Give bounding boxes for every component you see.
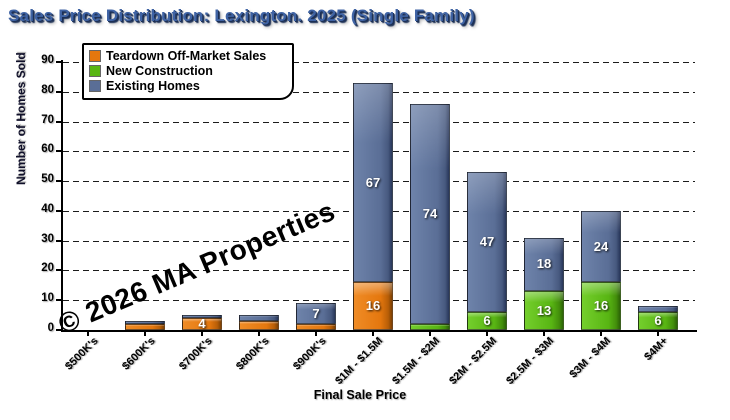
x-tick-label: $800K's: [233, 335, 272, 373]
x-tick: [486, 332, 488, 336]
legend-item-new: New Construction: [89, 64, 286, 78]
y-tick-90: [56, 61, 62, 63]
x-tick: [201, 332, 203, 336]
y-tick-label: 80: [41, 84, 54, 96]
x-tick: [258, 332, 260, 336]
x-tick-label: $2.5M - $3M: [504, 335, 557, 388]
x-tick-label: $500K's: [62, 335, 101, 373]
chart-title: Sales Price Distribution: Lexington. 202…: [8, 6, 475, 25]
y-tick-label: 10: [41, 292, 54, 304]
legend-item-existing: Existing Homes: [89, 79, 286, 93]
y-tick-label: 40: [41, 203, 54, 215]
x-tick-label: $3M - $4M: [567, 335, 614, 381]
bar-value-label: 67: [365, 174, 381, 190]
legend-swatch-existing: [89, 80, 101, 92]
x-tick: [315, 332, 317, 336]
x-tick: [600, 332, 602, 336]
x-tick: [657, 332, 659, 336]
y-tick-60: [56, 150, 62, 152]
bar-value-label: 16: [593, 298, 609, 314]
bar-segment-existing: [296, 303, 336, 325]
bar-segment-existing: [467, 172, 507, 313]
bar-segment-new: [581, 282, 621, 330]
x-tick: [372, 332, 374, 336]
bar-segment-existing: [581, 210, 621, 283]
bar-segment-teardown: [182, 318, 222, 330]
bar-segment-new: [467, 312, 507, 330]
bar-segment-new: [410, 324, 450, 330]
y-tick-70: [56, 121, 62, 123]
y-tick-10: [56, 299, 62, 301]
bar-segment-existing: [182, 315, 222, 319]
bar-segment-new: [524, 291, 564, 330]
bar-value-label: 16: [365, 298, 381, 314]
x-tick: [543, 332, 545, 336]
y-tick-label: 50: [41, 173, 54, 185]
y-tick-50: [56, 180, 62, 182]
bar-segment-teardown: [239, 321, 279, 330]
legend-swatch-new: [89, 65, 101, 77]
y-tick-label: 60: [41, 143, 54, 155]
y-tick-40: [56, 210, 62, 212]
y-tick-label: 20: [41, 262, 54, 274]
bar-value-label: 6: [483, 313, 491, 329]
bar-segment-existing: [125, 321, 165, 325]
legend-swatch-teardown: [89, 50, 101, 62]
bar-value-label: 6: [654, 313, 662, 329]
y-tick-80: [56, 91, 62, 93]
x-tick-label: $4M+: [642, 335, 671, 364]
x-tick-label: $1.5M - $2M: [390, 335, 443, 388]
legend-label: New Construction: [106, 64, 213, 78]
y-tick-label: 70: [41, 114, 54, 126]
bar-segment-teardown: [125, 324, 165, 330]
legend-label: Teardown Off-Market Sales: [106, 49, 267, 63]
x-tick: [87, 332, 89, 336]
bar-value-label: 7: [312, 305, 320, 321]
legend-item-teardown: Teardown Off-Market Sales: [89, 49, 286, 63]
bar-value-label: 74: [422, 205, 438, 221]
bar-segment-existing: [239, 315, 279, 322]
y-tick-20: [56, 269, 62, 271]
bar-value-label: 47: [479, 234, 495, 250]
x-tick-label: $1M - $1.5M: [333, 335, 386, 388]
bar-segment-existing: [524, 237, 564, 292]
bar-value-label: 18: [536, 256, 552, 272]
legend-label: Existing Homes: [106, 79, 200, 93]
bar-segment-existing: [353, 82, 393, 283]
x-tick-label: $900K's: [290, 335, 329, 373]
y-tick-label: 90: [41, 54, 54, 66]
bar-value-label: 24: [593, 238, 609, 254]
bar-segment-existing: [410, 103, 450, 325]
x-tick-label: $600K's: [119, 335, 158, 373]
x-axis-title: Final Sale Price: [313, 388, 407, 402]
bar-value-label: 4: [198, 316, 206, 332]
bar-segment-teardown: [296, 324, 336, 330]
y-tick-label: 30: [41, 233, 54, 245]
bar-segment-teardown: [353, 282, 393, 330]
gridline-90: [63, 62, 695, 63]
y-tick-label: 0: [47, 322, 54, 334]
x-axis-line: [61, 330, 697, 332]
bar-segment-new: [638, 312, 678, 330]
y-tick-0: [56, 329, 62, 331]
x-tick: [144, 332, 146, 336]
x-tick: [429, 332, 431, 336]
y-tick-30: [56, 240, 62, 242]
bar-value-label: 13: [536, 302, 552, 318]
y-axis-line: [61, 60, 63, 332]
bar-segment-existing: [638, 306, 678, 313]
legend-box: Teardown Off-Market Sales New Constructio…: [82, 43, 294, 100]
x-tick-label: $700K's: [176, 335, 215, 373]
x-tick-label: $2M - $2.5M: [447, 335, 500, 388]
